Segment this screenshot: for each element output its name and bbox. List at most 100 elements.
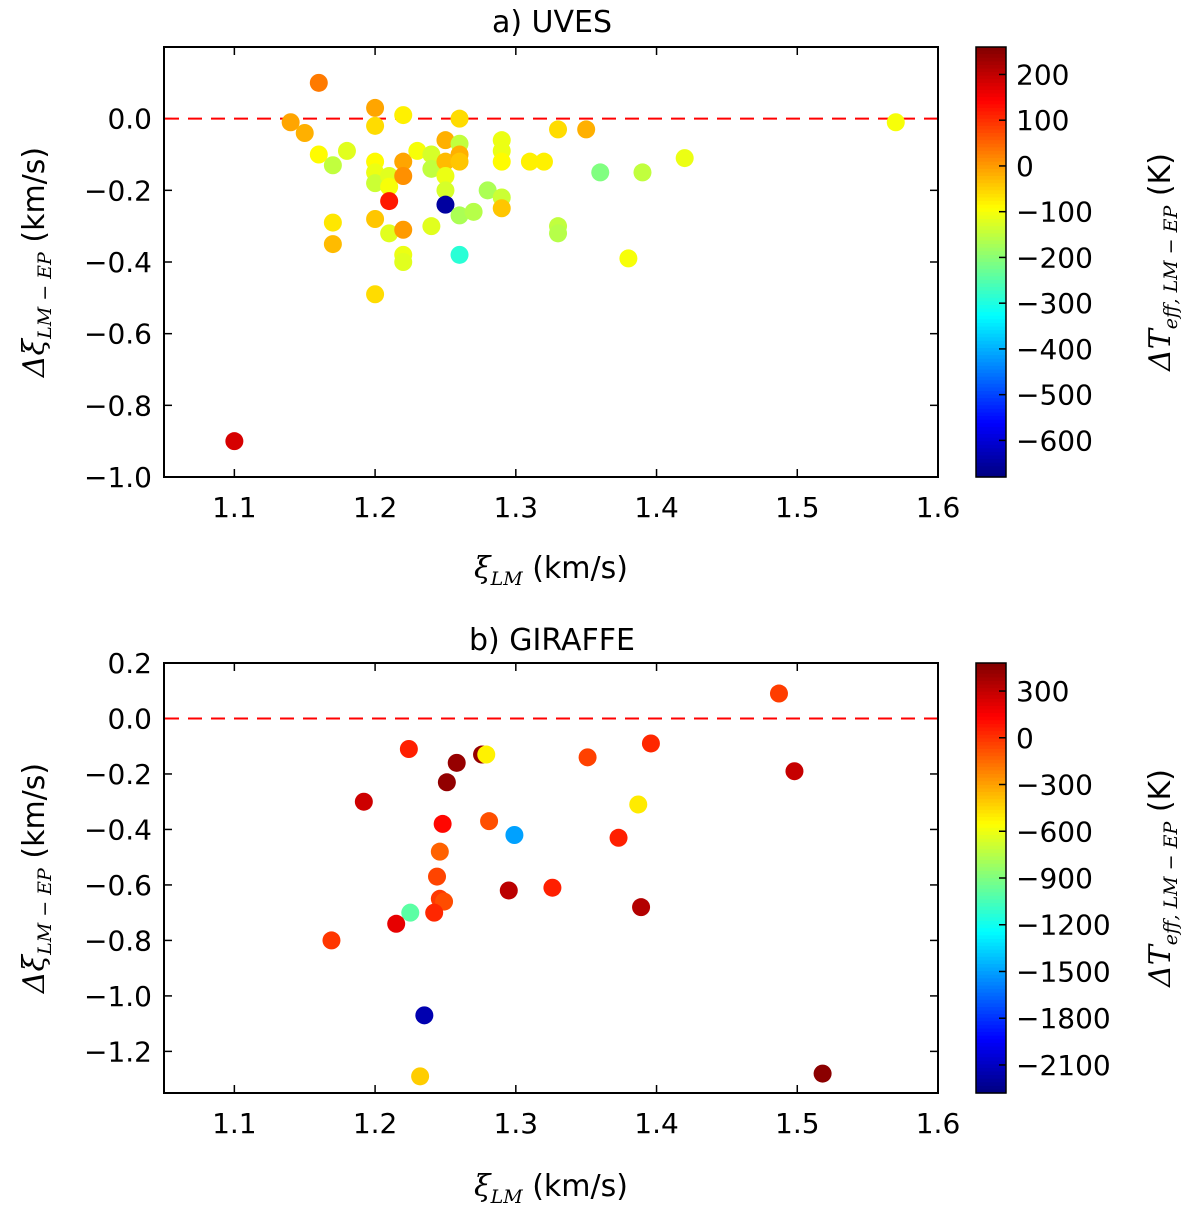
colorbar-segment	[976, 989, 1006, 994]
data-point	[322, 931, 341, 950]
colorbar-segment	[976, 1024, 1006, 1030]
data-point	[769, 684, 788, 703]
panel-uves-title: a) UVES	[492, 5, 612, 40]
panel-giraffe-x-tick-label: 1.1	[212, 1107, 257, 1140]
colorbar-segment	[976, 824, 1006, 829]
colorbar-segment	[976, 946, 1006, 951]
colorbar-segment	[976, 1010, 1006, 1015]
panel-giraffe-colorbar-label: ΔTeff, LM − EP (K)	[1143, 769, 1182, 988]
panel-giraffe-x-label: ξLM (km/s)	[474, 1169, 628, 1208]
colorbar-segment	[976, 86, 1006, 91]
colorbar-segment	[976, 867, 1006, 872]
colorbar-segment	[976, 254, 1006, 260]
colorbar-segment	[976, 856, 1006, 861]
colorbar-segment	[976, 290, 1006, 295]
colorbar-segment	[976, 455, 1006, 460]
colorbar-segment	[976, 727, 1006, 732]
colorbar-segment	[976, 999, 1006, 1005]
colorbar-segment	[976, 233, 1006, 238]
data-point	[633, 163, 652, 182]
data-point	[366, 285, 385, 304]
colorbar-segment	[976, 974, 1006, 979]
data-point	[619, 249, 638, 268]
colorbar-segment	[976, 287, 1006, 292]
colorbar-segment	[976, 1032, 1006, 1037]
colorbar-segment	[976, 895, 1006, 901]
panel-uves: a) UVES 1.1 1.2 1.3 1.4 1.5 1.6 −1.0 −0.8 −0.6 −0…	[17, 5, 1182, 590]
data-point	[366, 174, 385, 193]
data-point	[399, 740, 418, 758]
svg-text:ξLM (km/s): ξLM (km/s)	[474, 551, 628, 590]
colorbar-segment	[976, 437, 1006, 442]
panel-giraffe-y-tick-label: 0.2	[107, 647, 152, 680]
colorbar-segment	[976, 702, 1006, 707]
data-point	[436, 131, 455, 150]
colorbar-segment	[976, 136, 1006, 141]
data-point	[394, 152, 413, 171]
colorbar-segment	[976, 845, 1006, 850]
colorbar-segment	[976, 158, 1006, 163]
colorbar-segment	[976, 107, 1006, 113]
colorbar-segment	[976, 129, 1006, 134]
colorbar-segment	[976, 1014, 1006, 1019]
colorbar-tick-label: 300	[1016, 675, 1069, 708]
colorbar-segment	[976, 394, 1006, 399]
data-point	[394, 106, 413, 125]
data-point	[425, 903, 444, 922]
colorbar-segment	[976, 115, 1006, 120]
data-point	[422, 217, 441, 236]
colorbar-segment	[976, 906, 1006, 911]
colorbar-segment	[976, 960, 1006, 965]
colorbar-segment	[976, 813, 1006, 818]
panel-uves-colorbar: 200 100 0 −100 −200 −300 −400 −500 −600	[975, 46, 1093, 478]
data-point	[480, 812, 499, 831]
colorbar-segment	[976, 426, 1006, 432]
colorbar-segment	[976, 992, 1006, 997]
panel-giraffe: b) GIRAFFE 1.1 1.2 1.3 1.4 1.5 1.6 −1.2 −1.0 −0.…	[17, 623, 1182, 1208]
colorbar-segment	[976, 183, 1006, 188]
colorbar-tick-label: −1200	[1016, 909, 1111, 942]
data-point	[886, 113, 905, 132]
colorbar-segment	[976, 391, 1006, 396]
panel-giraffe-colorbar: 300 0 −300 −600 −900 −1200 −1500 −1800 −2100	[975, 662, 1111, 1094]
panel-uves-plot-area	[163, 46, 939, 478]
colorbar-segment	[976, 953, 1006, 958]
panel-giraffe-y-tick-label: 0.0	[107, 702, 152, 735]
data-point	[366, 116, 385, 135]
panel-giraffe-y-label-unit: (km/s)	[17, 763, 52, 868]
panel-uves-colorbar-label-unit: (K)	[1143, 153, 1178, 206]
colorbar-segment	[976, 362, 1006, 367]
colorbar-segment	[976, 1035, 1006, 1040]
data-point	[225, 432, 244, 451]
data-point	[387, 914, 406, 933]
colorbar-segment	[976, 666, 1006, 671]
data-point	[422, 145, 441, 164]
data-point	[380, 224, 399, 243]
colorbar-segment	[976, 688, 1006, 693]
colorbar-tick-label: −500	[1016, 379, 1093, 412]
colorbar-segment	[976, 1078, 1006, 1083]
colorbar-segment	[976, 774, 1006, 779]
colorbar-segment	[976, 434, 1006, 439]
panel-giraffe-y-tick-label: −1.2	[84, 1035, 152, 1068]
colorbar-tick-label: −200	[1016, 241, 1093, 274]
colorbar-segment	[976, 97, 1006, 102]
colorbar-segment	[976, 358, 1006, 363]
colorbar-segment	[976, 190, 1006, 195]
data-point	[578, 748, 597, 767]
colorbar-segment	[976, 691, 1006, 696]
panel-uves-y-label: ΔξLM − EP (km/s)	[17, 147, 56, 378]
colorbar-segment	[976, 831, 1006, 836]
panel-uves-colorbar-label-symbol: ΔT	[1143, 327, 1178, 372]
colorbar-segment	[976, 1089, 1006, 1094]
panel-uves-y-label-unit: (km/s)	[17, 147, 52, 252]
colorbar-segment	[976, 1021, 1006, 1026]
colorbar-segment	[976, 111, 1006, 116]
colorbar-segment	[976, 731, 1006, 736]
colorbar-segment	[976, 978, 1006, 983]
colorbar-segment	[976, 419, 1006, 424]
colorbar-segment	[976, 90, 1006, 95]
data-point	[464, 202, 483, 221]
colorbar-tick-label: −600	[1016, 424, 1093, 457]
panel-uves-x-tick-label: 1.4	[634, 491, 679, 524]
